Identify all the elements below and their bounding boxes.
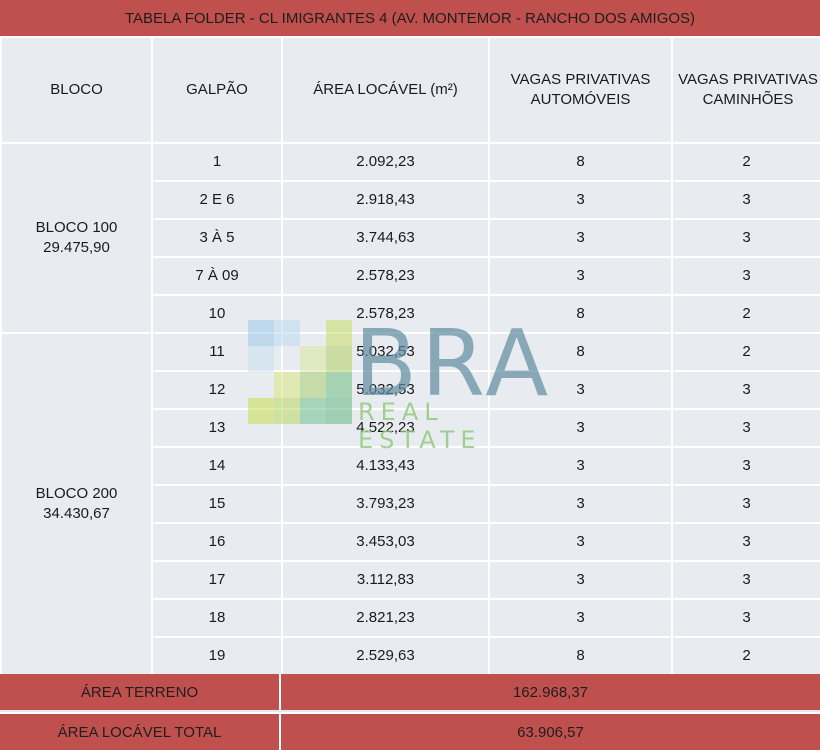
vagas-cam-cell: 3 <box>671 522 820 562</box>
vagas-cam-cell: 2 <box>671 294 820 334</box>
vagas-auto-cell: 3 <box>488 522 673 562</box>
vagas-cam-cell: 3 <box>671 560 820 600</box>
area-cell: 2.092,23 <box>281 142 490 182</box>
table-row: 19 2.529,63 8 2 <box>1 636 820 676</box>
vagas-cam-cell: 3 <box>671 218 820 258</box>
vagas-auto-cell: 3 <box>488 598 673 638</box>
table-row: 17 3.112,83 3 3 <box>1 560 820 600</box>
data-table: BLOCO GALPÃO ÁREA LOCÁVEL (m²) VAGAS PRI… <box>0 36 820 676</box>
area-cell: 3.793,23 <box>281 484 490 524</box>
vagas-auto-cell: 8 <box>488 142 673 182</box>
galpao-cell: 13 <box>151 408 283 448</box>
vagas-cam-cell: 2 <box>671 332 820 372</box>
galpao-cell: 2 E 6 <box>151 180 283 220</box>
galpao-cell: 16 <box>151 522 283 562</box>
vagas-cam-cell: 3 <box>671 484 820 524</box>
area-total-value: 63.906,57 <box>517 723 584 741</box>
vagas-auto-cell: 8 <box>488 332 673 372</box>
galpao-cell: 17 <box>151 560 283 600</box>
table-title: TABELA FOLDER - CL IMIGRANTES 4 (AV. MON… <box>0 0 820 36</box>
galpao-cell: 14 <box>151 446 283 486</box>
vagas-cam-cell: 3 <box>671 180 820 220</box>
area-total-row: ÁREA LOCÁVEL TOTAL 63.906,57 <box>0 712 820 750</box>
table-row: 16 3.453,03 3 3 <box>1 522 820 562</box>
vagas-auto-cell: 3 <box>488 180 673 220</box>
area-terreno-label: ÁREA TERRENO <box>0 674 281 710</box>
area-cell: 2.578,23 <box>281 294 490 334</box>
bloco-name: BLOCO 200 <box>35 485 118 502</box>
galpao-cell: 1 <box>151 142 283 182</box>
table-row: 15 3.793,23 3 3 <box>1 484 820 524</box>
area-cell: 4.522,23 <box>281 408 490 448</box>
vagas-auto-cell: 3 <box>488 218 673 258</box>
header-galpao: GALPÃO <box>151 36 283 144</box>
table-row: 13 4.522,23 3 3 <box>1 408 820 448</box>
area-cell: 2.578,23 <box>281 256 490 296</box>
area-terreno-value: 162.968,37 <box>512 683 589 701</box>
galpao-cell: 15 <box>151 484 283 524</box>
header-area: ÁREA LOCÁVEL (m²) <box>281 36 490 144</box>
galpao-cell: 19 <box>151 636 283 676</box>
vagas-auto-cell: 3 <box>488 560 673 600</box>
vagas-auto-cell: 3 <box>488 256 673 296</box>
galpao-cell: 10 <box>151 294 283 334</box>
table-row: 7 À 09 2.578,23 3 3 <box>1 256 820 296</box>
bloco-cell: BLOCO 200 34.430,67 <box>0 332 153 676</box>
table-row: 3 À 5 3.744,63 3 3 <box>1 218 820 258</box>
area-cell: 5.032,53 <box>281 370 490 410</box>
header-vagas-cam: VAGAS PRIVATIVAS CAMINHÕES <box>671 36 820 144</box>
galpao-cell: 18 <box>151 598 283 638</box>
bloco-cell: BLOCO 100 29.475,90 <box>0 142 153 334</box>
table-row: 10 2.578,23 8 2 <box>1 294 820 334</box>
table-row: BLOCO 200 34.430,67 11 5.032,53 8 2 <box>0 332 820 676</box>
area-cell: 2.918,43 <box>281 180 490 220</box>
galpao-cell: 12 <box>151 370 283 410</box>
vagas-cam-cell: 3 <box>671 370 820 410</box>
area-cell: 5.032,53 <box>281 332 490 372</box>
galpao-cell: 3 À 5 <box>151 218 283 258</box>
vagas-auto-cell: 3 <box>488 446 673 486</box>
area-total-label: ÁREA LOCÁVEL TOTAL <box>0 714 281 750</box>
area-cell: 2.529,63 <box>281 636 490 676</box>
vagas-cam-cell: 2 <box>671 142 820 182</box>
table-row: 2 E 6 2.918,43 3 3 <box>1 180 820 220</box>
bloco-name: BLOCO 100 <box>35 219 118 236</box>
vagas-cam-cell: 3 <box>671 446 820 486</box>
bloco-total: 34.430,67 <box>43 505 110 522</box>
table-row: 14 4.133,43 3 3 <box>1 446 820 486</box>
header-row: BLOCO GALPÃO ÁREA LOCÁVEL (m²) VAGAS PRI… <box>0 36 820 144</box>
table-row: 18 2.821,23 3 3 <box>1 598 820 638</box>
area-cell: 3.453,03 <box>281 522 490 562</box>
area-terreno-row: ÁREA TERRENO 162.968,37 <box>0 674 820 710</box>
header-vagas-auto: VAGAS PRIVATIVAS AUTOMÓVEIS <box>488 36 673 144</box>
area-cell: 3.744,63 <box>281 218 490 258</box>
vagas-auto-cell: 3 <box>488 408 673 448</box>
vagas-cam-cell: 3 <box>671 598 820 638</box>
vagas-cam-cell: 3 <box>671 256 820 296</box>
table-row: BLOCO 100 29.475,90 1 2.092,23 8 2 <box>0 142 820 334</box>
header-bloco: BLOCO <box>0 36 153 144</box>
galpao-cell: 7 À 09 <box>151 256 283 296</box>
galpao-cell: 11 <box>151 332 283 372</box>
vagas-auto-cell: 3 <box>488 484 673 524</box>
vagas-auto-cell: 8 <box>488 636 673 676</box>
bloco-total: 29.475,90 <box>43 239 110 256</box>
area-cell: 3.112,83 <box>281 560 490 600</box>
area-cell: 2.821,23 <box>281 598 490 638</box>
vagas-auto-cell: 8 <box>488 294 673 334</box>
vagas-cam-cell: 3 <box>671 408 820 448</box>
table-body: BLOCO 100 29.475,90 1 2.092,23 8 2 2 E 6 2.918,… <box>0 142 820 676</box>
vagas-cam-cell: 2 <box>671 636 820 676</box>
vagas-auto-cell: 3 <box>488 370 673 410</box>
area-cell: 4.133,43 <box>281 446 490 486</box>
